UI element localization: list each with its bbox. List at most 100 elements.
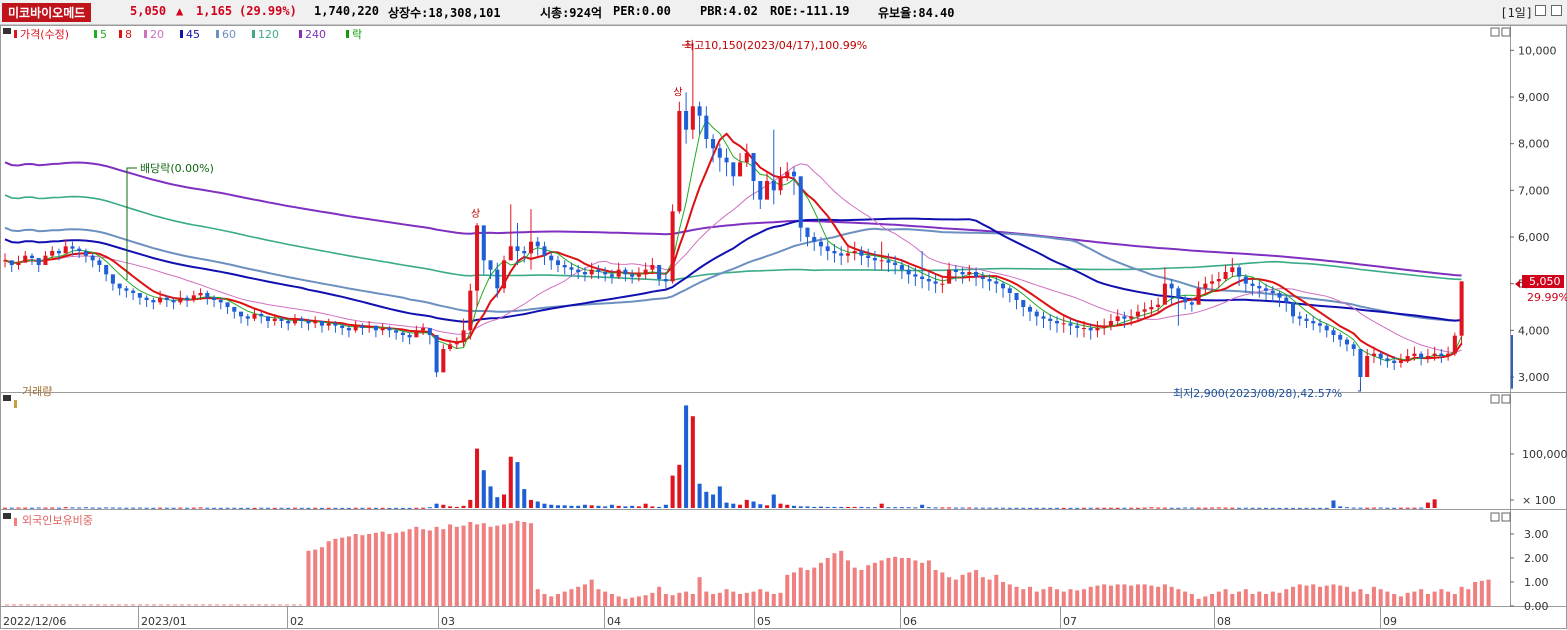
candle-body: [508, 246, 513, 261]
foreign-bar: [1196, 598, 1201, 606]
candle-body: [319, 321, 324, 326]
candle-body: [542, 246, 547, 256]
foreign-bar: [1378, 589, 1383, 606]
volume-bar: [798, 506, 803, 508]
candle-body: [185, 297, 190, 300]
candle-body: [872, 258, 877, 261]
volume-bar: [1108, 507, 1113, 509]
period-selector[interactable]: [1일]: [1500, 6, 1533, 20]
volume-bar: [1264, 507, 1269, 509]
volume-bar: [232, 507, 237, 509]
foreign-bar: [704, 591, 709, 606]
volume-bar: [1189, 507, 1194, 509]
foreign-bar: [1412, 591, 1417, 606]
restore-button[interactable]: [1535, 5, 1546, 16]
candle-body: [380, 328, 385, 331]
foreign-bar: [542, 594, 547, 606]
volume-bar: [124, 507, 129, 509]
foreign-bar: [1419, 589, 1424, 606]
candle-body: [265, 316, 271, 321]
volume-bar: [1344, 507, 1349, 509]
candle-body: [9, 260, 14, 265]
volume-bar: [724, 502, 729, 508]
volume-bar: [515, 462, 520, 508]
volume-bar: [1237, 507, 1242, 509]
volume-bar: [994, 507, 999, 509]
volume-bar: [319, 507, 324, 509]
candle-body: [1250, 283, 1255, 286]
volume-bar: [1068, 507, 1073, 509]
volume-bar: [1088, 507, 1093, 509]
foreign-bar: [1189, 594, 1194, 606]
foreign-bar: [1331, 584, 1336, 606]
candle-body: [899, 265, 904, 270]
candle-body: [468, 290, 473, 331]
date-tick-label: 06: [903, 615, 917, 628]
foreign-bar: [360, 535, 365, 606]
candle-body: [1108, 321, 1113, 326]
candle-body: [791, 171, 797, 177]
volume-bar: [697, 483, 702, 508]
volume-bar: [1311, 507, 1316, 509]
volume-bar: [495, 497, 500, 508]
candle-body: [528, 241, 534, 254]
candle-body: [690, 106, 695, 130]
volume-bar: [603, 506, 608, 508]
foreign-bar: [1081, 589, 1086, 606]
foreign-legend: 외국인보유비중: [22, 514, 93, 527]
candle-body: [623, 269, 628, 275]
legend-label: 가격(수정): [20, 28, 69, 41]
foreign-bar: [650, 592, 655, 606]
last-price-box: [1522, 275, 1564, 288]
price-tick-label: 8,000: [1518, 138, 1550, 151]
candle-body: [582, 272, 587, 275]
volume-bar: [346, 507, 351, 509]
candle-body: [576, 269, 581, 272]
foreign-tick-label: 1.00: [1524, 576, 1549, 589]
stock-chart[interactable]: 3,0004,0005,0006,0007,0008,0009,00010,00…: [0, 25, 1567, 630]
volume-bar: [367, 507, 372, 509]
volume-bar: [1007, 507, 1012, 509]
volume-bar: [657, 506, 662, 508]
candle-body: [1210, 281, 1215, 284]
volume-bar: [886, 507, 891, 509]
candle-body: [427, 328, 432, 335]
candle-body: [171, 300, 176, 303]
candle-body: [960, 272, 965, 275]
candle-body: [340, 325, 345, 328]
candle-body: [50, 251, 55, 256]
volume-bar: [171, 507, 176, 509]
price-tick-label: 9,000: [1518, 91, 1550, 104]
volume-bar: [185, 507, 190, 509]
foreign-bar: [1486, 579, 1491, 606]
date-tick-label: 2023/01: [141, 615, 187, 628]
candle-body: [1425, 356, 1430, 359]
foreign-bar: [1223, 589, 1228, 606]
stock-name[interactable]: 미코바이오메드: [2, 3, 92, 22]
volume-bar: [1297, 507, 1302, 509]
candle-body: [346, 328, 351, 331]
candle-body: [738, 162, 743, 177]
foreign-bar: [906, 558, 911, 606]
candle-body: [805, 227, 810, 237]
volume-tick-label: × 100: [1522, 494, 1556, 507]
candle-body: [1358, 349, 1363, 377]
close-button[interactable]: [1551, 5, 1562, 16]
volume-bar: [832, 506, 837, 508]
volume-bar: [893, 507, 898, 509]
volume-bar: [1371, 507, 1376, 509]
volume-bar: [1210, 507, 1215, 509]
volume-bar: [933, 507, 938, 509]
volume-bar: [717, 486, 722, 508]
candle-body: [852, 251, 857, 254]
volume-bar: [218, 507, 223, 509]
volume-bar: [738, 504, 743, 508]
legend-swatch: [346, 30, 349, 38]
candle-body: [744, 153, 749, 163]
volume-bar: [913, 507, 918, 509]
foreign-bar: [1075, 590, 1080, 606]
volume-bar: [1223, 507, 1228, 509]
foreign-bar: [812, 567, 817, 606]
volume-bar: [1142, 507, 1147, 509]
volume-bar: [1061, 507, 1066, 509]
